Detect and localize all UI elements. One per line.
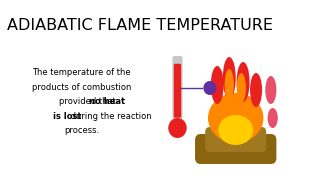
Text: process.: process.: [64, 126, 99, 135]
Ellipse shape: [225, 69, 234, 101]
Text: ADIABATIC FLAME TEMPERATURE: ADIABATIC FLAME TEMPERATURE: [7, 18, 273, 33]
Circle shape: [204, 81, 216, 95]
Text: is lost: is lost: [53, 111, 81, 120]
Ellipse shape: [208, 93, 263, 143]
Ellipse shape: [223, 57, 236, 99]
Text: no heat: no heat: [89, 97, 125, 106]
Ellipse shape: [250, 73, 262, 107]
Text: The temperature of the: The temperature of the: [32, 68, 131, 77]
Ellipse shape: [218, 115, 253, 145]
Ellipse shape: [237, 73, 246, 103]
FancyBboxPatch shape: [195, 134, 276, 164]
FancyBboxPatch shape: [174, 64, 181, 118]
Ellipse shape: [268, 108, 278, 128]
Ellipse shape: [265, 76, 276, 104]
FancyBboxPatch shape: [172, 56, 183, 120]
Text: provided that: provided that: [59, 97, 119, 106]
Text: products of combustion: products of combustion: [32, 82, 131, 91]
Ellipse shape: [237, 62, 250, 102]
Text: during the reaction: during the reaction: [68, 111, 151, 120]
FancyBboxPatch shape: [205, 127, 266, 152]
Circle shape: [168, 118, 187, 138]
Ellipse shape: [211, 66, 224, 104]
